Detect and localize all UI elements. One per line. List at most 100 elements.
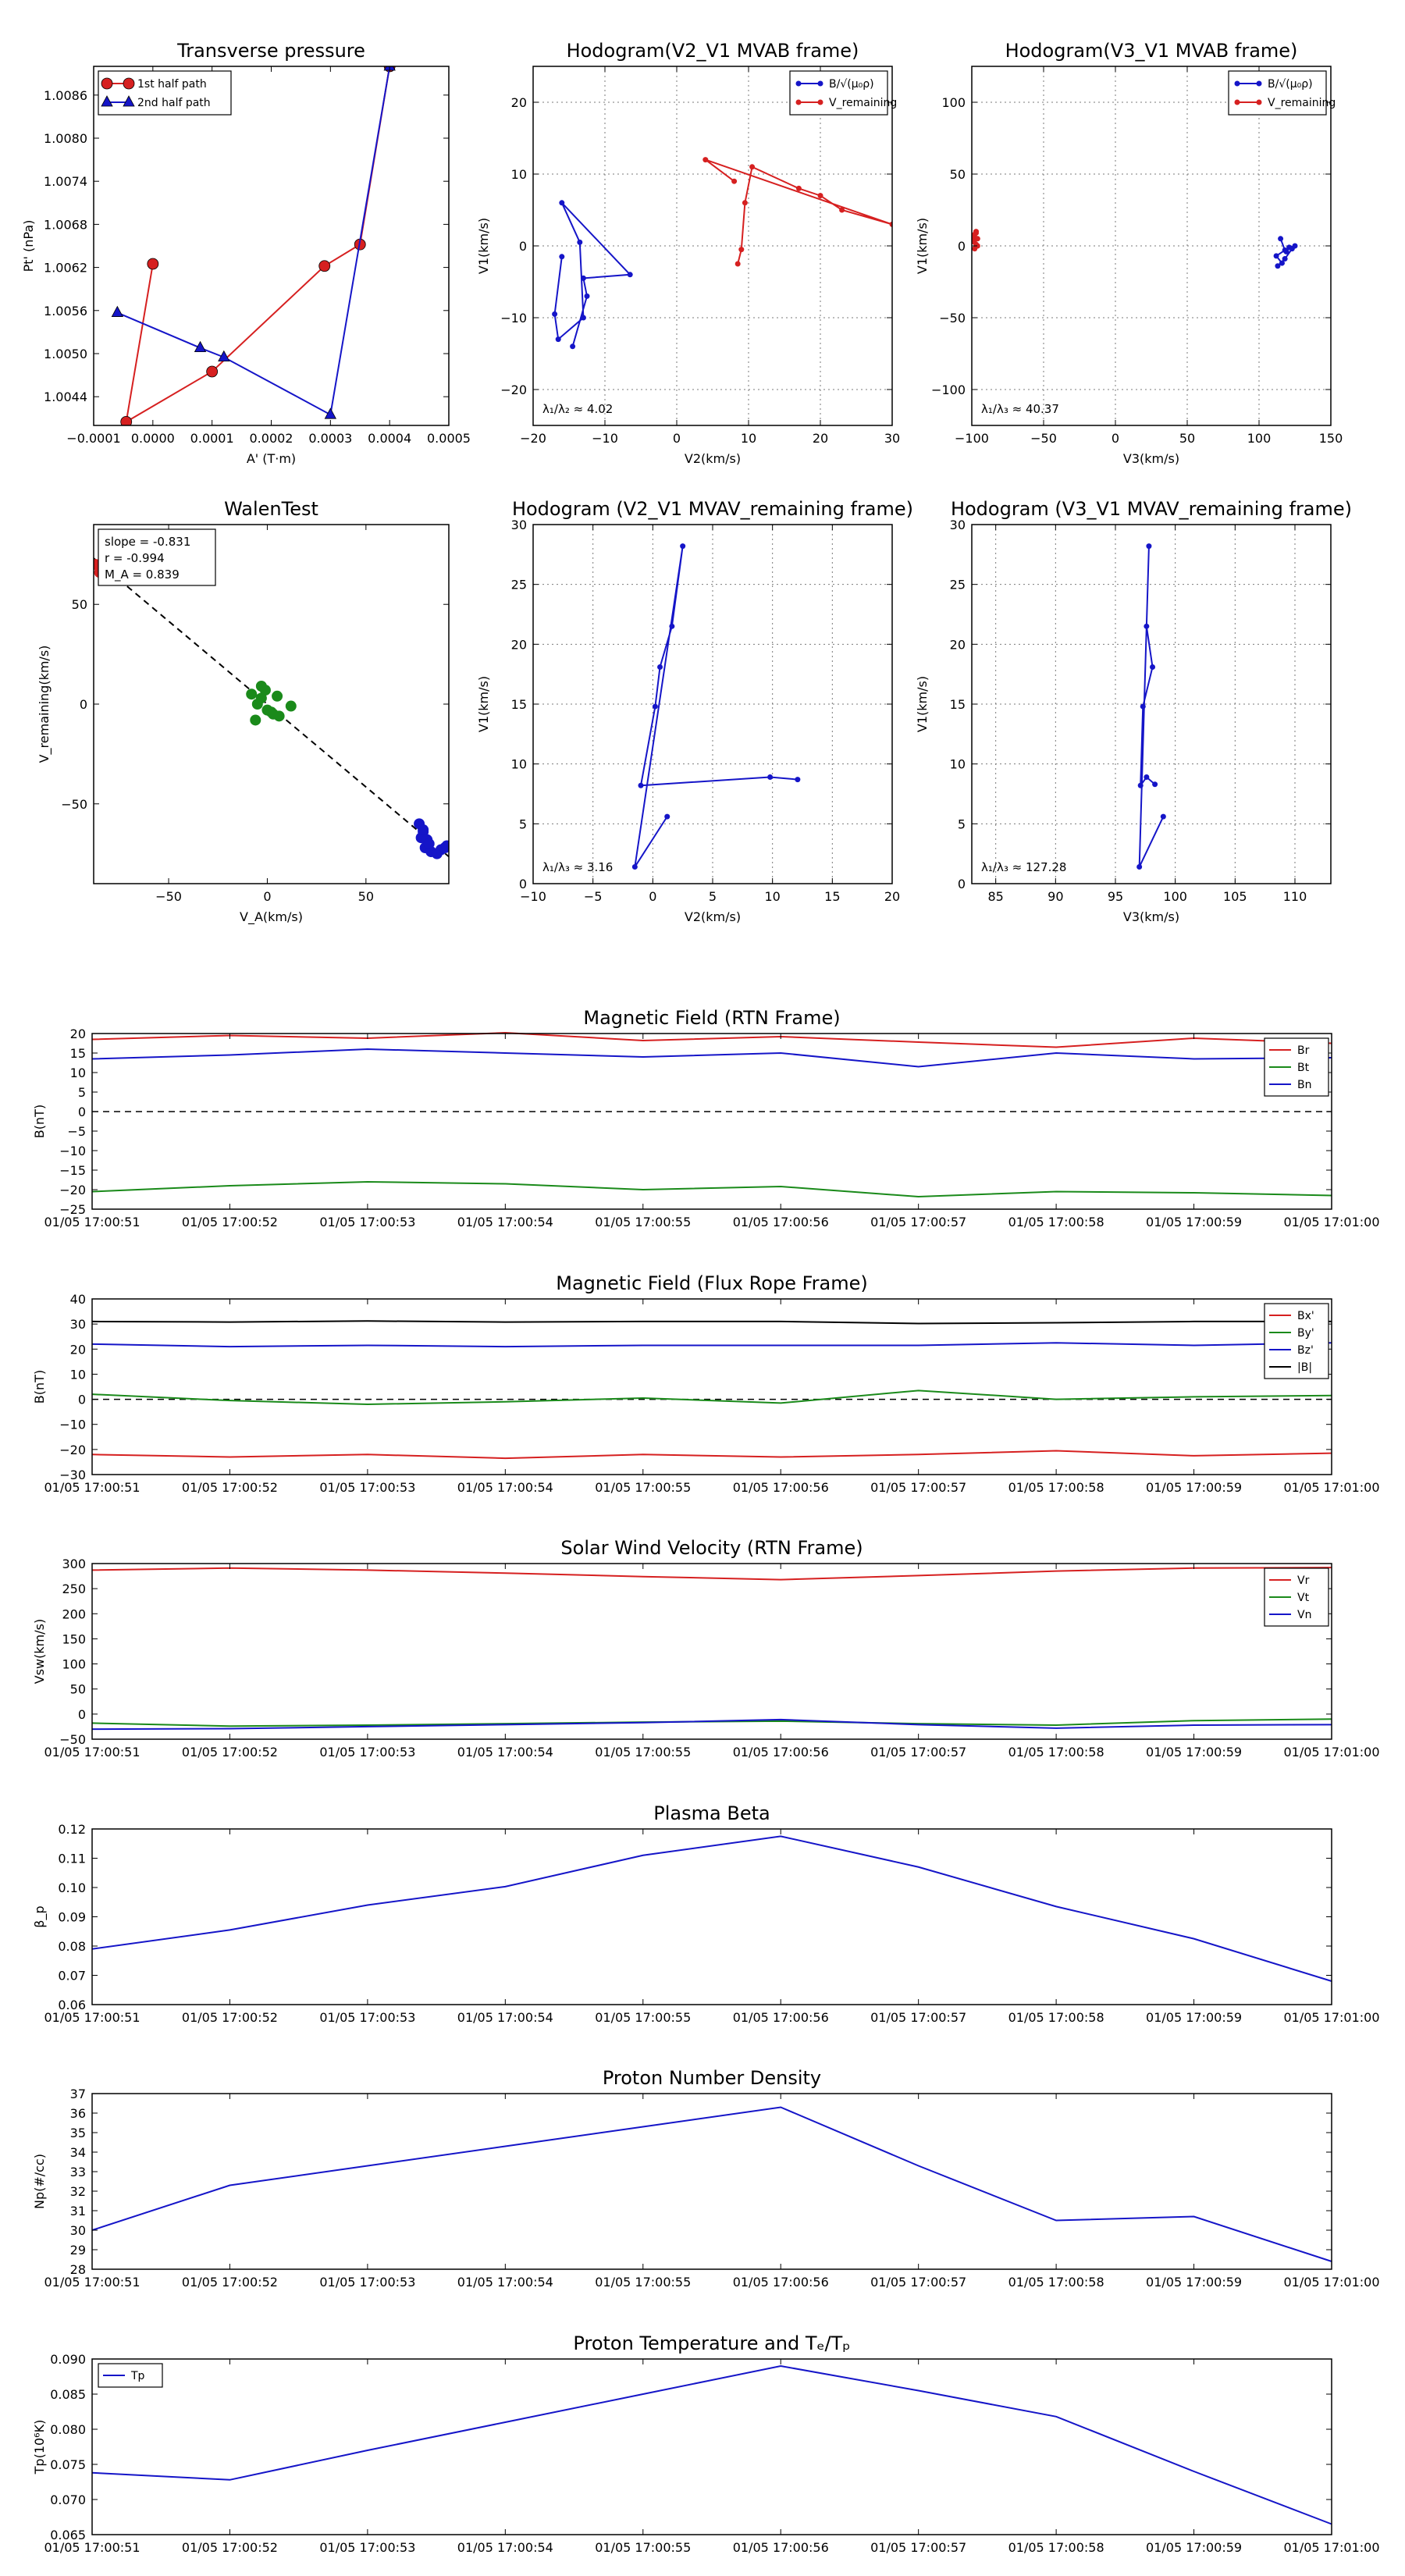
xtick-label: 01/05 17:01:00 (1283, 2275, 1379, 2290)
x-axis-label: V3(km/s) (1123, 909, 1179, 924)
ytick-label: 37 (70, 2087, 86, 2101)
panel-proton_temp: 01/05 17:00:51 01/05 17:00:52 01/05 17:00:… (32, 2332, 1380, 2555)
ytick-label: 30 (511, 518, 527, 532)
xtick-label: 100 (1163, 889, 1187, 904)
ratio-annotation: λ₁/λ₃ ≈ 127.28 (981, 860, 1066, 874)
ytick-label: 25 (950, 578, 966, 592)
y-axis-label: V_remaining(km/s) (37, 646, 52, 763)
chart-title: Magnetic Field (Flux Rope Frame) (556, 1272, 867, 1294)
marker-hodogram_v3_v1_mvab-0-9 (1283, 248, 1289, 254)
xtick-label: 01/05 17:00:56 (733, 2275, 829, 2290)
xtick-label: 01/05 17:00:57 (870, 1215, 966, 1229)
marker-transverse_pressure-0-2 (206, 365, 219, 378)
chart-title: Hodogram(V3_V1 MVAB frame) (1005, 40, 1298, 62)
marker-hodogram_v3_v1_mvab-0-0 (1278, 236, 1284, 242)
legend-label: Bn (1297, 1079, 1311, 1091)
axes-frame (91, 2093, 1332, 2270)
xtick-label: 0.0005 (427, 431, 471, 446)
chart-title: Magnetic Field (RTN Frame) (583, 1007, 840, 1029)
marker-hodogram_v3_v1_mvav-0-6 (1137, 782, 1144, 788)
legend-label: 1st half path (137, 78, 207, 91)
marker-legend-1-a (101, 95, 113, 107)
xtick-label: 01/05 17:00:51 (44, 1480, 140, 1495)
marker-hodogram_v3_v1_mvav-0-3 (1144, 623, 1150, 629)
marker-legend-0-b (817, 80, 823, 87)
marker-hodogram_v2_v1_mvab-1-5 (795, 185, 802, 191)
marker-legend-0-a (1234, 80, 1240, 87)
panel-vsw_rtn: 01/05 17:00:51 01/05 17:00:52 01/05 17:00:… (32, 1537, 1380, 1759)
xtick-label: 90 (1048, 889, 1063, 904)
stats-line: r = -0.994 (105, 551, 165, 565)
ytick-label: 50 (950, 167, 966, 182)
ytick-label: 200 (62, 1606, 86, 1621)
ytick-label: −100 (931, 382, 966, 397)
ytick-label: 150 (62, 1631, 86, 1646)
ytick-label: 1.0086 (44, 88, 87, 103)
ytick-label: 0 (958, 239, 966, 254)
marker-legend-0-b (1256, 80, 1262, 87)
legend-label: By' (1297, 1327, 1314, 1340)
marker-hodogram_v3_v1_mvab-0-8 (1286, 244, 1293, 251)
marker-hodogram_v2_v1_mvav-0-1 (631, 864, 638, 870)
marker-hodogram_v2_v1_mvab-0-5 (577, 239, 583, 245)
ytick-label: 0 (78, 1707, 86, 1722)
xtick-label: −50 (155, 889, 182, 904)
marker-walen_test-1-10 (250, 714, 261, 726)
ytick-label: 30 (70, 2223, 86, 2238)
ytick-label: 0.10 (58, 1880, 86, 1895)
marker-walen_test-2-11 (423, 838, 435, 849)
marker-legend-1-a (1234, 99, 1240, 105)
xtick-label: 01/05 17:00:53 (319, 1745, 415, 1759)
series-line-plasma_beta-0 (91, 1835, 1332, 1982)
xtick-label: 01/05 17:00:57 (870, 2275, 966, 2290)
xtick-label: 01/05 17:00:53 (319, 1215, 415, 1229)
marker-legend-0-a (101, 77, 113, 90)
xtick-label: 01/05 17:00:54 (457, 1480, 553, 1495)
ytick-label: 1.0056 (44, 304, 87, 318)
ytick-label: 10 (511, 757, 527, 772)
legend-label: V_remaining (1268, 97, 1336, 109)
ytick-label: 50 (72, 597, 87, 612)
ytick-label: 29 (70, 2243, 86, 2258)
axes-frame (91, 2358, 1332, 2535)
ytick-label: 35 (70, 2126, 86, 2140)
y-axis-label: B(nT) (32, 1370, 47, 1404)
x-axis-label: V_A(km/s) (240, 909, 303, 925)
marker-hodogram_v2_v1_mvab-1-6 (749, 164, 756, 170)
marker-hodogram_v2_v1_mvab-1-4 (817, 193, 823, 199)
ytick-label: 0.11 (58, 1852, 86, 1866)
axes-frame (91, 1828, 1332, 2005)
xtick-label: 01/05 17:00:54 (457, 1215, 553, 1229)
ytick-label: 5 (78, 1085, 86, 1100)
ytick-label: 33 (70, 2165, 86, 2179)
x-axis-label: A' (T·m) (247, 451, 296, 466)
marker-legend-0-a (795, 80, 802, 87)
ytick-label: 0 (958, 877, 966, 891)
marker-hodogram_v2_v1_mvab-0-7 (555, 336, 561, 343)
ytick-label: 0 (80, 697, 87, 712)
xtick-label: 0 (1112, 431, 1119, 446)
marker-hodogram_v2_v1_mvav-0-8 (795, 777, 801, 783)
ytick-label: 0 (78, 1393, 86, 1407)
marker-hodogram_v2_v1_mvab-0-3 (627, 272, 633, 278)
xtick-label: 01/05 17:00:59 (1146, 2010, 1242, 2025)
xtick-label: 50 (358, 889, 374, 904)
marker-legend-1-b (123, 95, 135, 107)
series-line-mag_fr-0 (91, 1450, 1332, 1460)
ytick-label: 100 (941, 95, 966, 110)
ytick-label: −25 (59, 1202, 86, 1217)
legend-label: 2nd half path (137, 97, 211, 109)
xtick-label: 01/05 17:00:51 (44, 2275, 140, 2290)
ytick-label: −10 (500, 311, 527, 326)
marker-hodogram_v2_v1_mvab-1-0 (731, 178, 738, 184)
xtick-label: 01/05 17:00:54 (457, 1745, 553, 1759)
marker-hodogram_v2_v1_mvav-0-7 (767, 774, 774, 781)
legend-label: Bx' (1297, 1310, 1314, 1322)
xtick-label: 01/05 17:00:56 (733, 1215, 829, 1229)
xtick-label: 0.0003 (308, 431, 352, 446)
marker-transverse_pressure-0-1 (120, 416, 133, 425)
marker-hodogram_v3_v1_mvav-0-2 (1146, 543, 1152, 550)
marker-hodogram_v2_v1_mvav-0-5 (652, 703, 658, 710)
marker-hodogram_v3_v1_mvav-0-4 (1150, 664, 1156, 670)
